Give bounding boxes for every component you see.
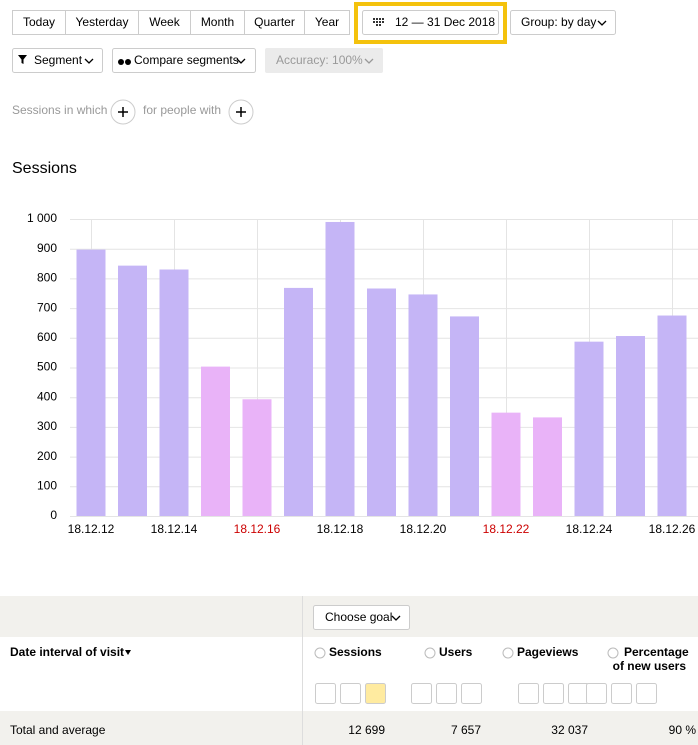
bar xyxy=(450,316,479,516)
column-header[interactable]: of new users xyxy=(613,659,687,673)
column-header[interactable]: Users xyxy=(439,645,473,659)
chart: 0 100 200 300 400 500 600 700 800 900 1 000 18.12.1… xyxy=(27,211,698,536)
view-toggle[interactable] xyxy=(341,684,361,704)
view-toggle[interactable] xyxy=(462,684,482,704)
y-tick-label: 600 xyxy=(37,330,57,344)
cell: 12 699 xyxy=(348,723,385,737)
bar xyxy=(492,413,521,516)
period-label: Month xyxy=(201,15,234,29)
bar xyxy=(658,316,687,516)
y-tick-label: 0 xyxy=(50,508,57,522)
period-label: Yesterday xyxy=(76,15,129,29)
period-label: Quarter xyxy=(254,15,295,29)
radio[interactable] xyxy=(425,648,435,658)
view-toggle[interactable] xyxy=(587,684,607,704)
compare-icon xyxy=(118,59,124,65)
x-tick-label: 18.12.26 xyxy=(649,522,696,536)
bar xyxy=(367,288,396,516)
cell: 90 % xyxy=(669,723,697,737)
bar xyxy=(243,399,272,516)
choose-goal: Choose goal xyxy=(325,610,392,624)
x-tick-label: 18.12.24 xyxy=(566,522,613,536)
column-header[interactable]: Pageviews xyxy=(517,645,579,659)
column-header[interactable]: Percentage xyxy=(624,645,689,659)
filter-text: Sessions in which xyxy=(12,103,107,117)
view-toggle[interactable] xyxy=(412,684,432,704)
y-tick-label: 1 000 xyxy=(27,211,57,225)
radio[interactable] xyxy=(503,648,513,658)
group-label: Group: by day xyxy=(521,15,596,29)
radio[interactable] xyxy=(608,648,618,658)
compare-label: Compare segments xyxy=(134,53,239,67)
period-label: Week xyxy=(149,15,180,29)
bar xyxy=(575,342,604,516)
column-header[interactable]: Sessions xyxy=(329,645,382,659)
cell: 7 657 xyxy=(451,723,481,737)
view-toggle[interactable] xyxy=(637,684,657,704)
bar xyxy=(409,294,438,516)
view-toggle[interactable] xyxy=(569,684,589,704)
bar xyxy=(201,367,230,516)
column-header[interactable]: Date interval of visit xyxy=(10,645,124,659)
row-label: Total and average xyxy=(10,723,106,737)
x-tick-label: 18.12.12 xyxy=(68,522,115,536)
bar xyxy=(284,288,313,516)
period-label: Year xyxy=(315,15,339,29)
y-tick-label: 200 xyxy=(37,449,57,463)
x-tick-label: 18.12.16 xyxy=(234,522,281,536)
y-tick-label: 800 xyxy=(37,271,57,285)
period-label: Today xyxy=(23,15,55,29)
y-tick-label: 700 xyxy=(37,300,57,314)
view-toggle[interactable] xyxy=(316,684,336,704)
columns: Sessions Users Pageviews Percentageof new u… xyxy=(315,645,689,703)
segment-label: Segment xyxy=(34,53,83,67)
y-tick-label: 900 xyxy=(37,241,57,255)
cell: 32 037 xyxy=(551,723,588,737)
bar xyxy=(160,269,189,516)
bar xyxy=(616,336,645,516)
filter-text: for people with xyxy=(143,103,221,117)
y-tick-label: 500 xyxy=(37,360,57,374)
sort-arrow xyxy=(125,650,131,655)
compare-icon xyxy=(125,59,131,65)
bar xyxy=(533,417,562,516)
view-toggle[interactable] xyxy=(437,684,457,704)
y-tick-label: 100 xyxy=(37,478,57,492)
x-tick-label: 18.12.22 xyxy=(483,522,530,536)
x-tick-label: 18.12.14 xyxy=(151,522,198,536)
y-tick-label: 300 xyxy=(37,419,57,433)
accuracy-label: Accuracy: 100% xyxy=(276,53,363,67)
bar xyxy=(326,222,355,516)
x-tick-label: 18.12.18 xyxy=(317,522,364,536)
y-tick-label: 400 xyxy=(37,389,57,403)
view-toggle[interactable] xyxy=(544,684,564,704)
view-toggle[interactable] xyxy=(519,684,539,704)
date-range: 12 — 31 Dec 2018 xyxy=(395,15,495,29)
chart-title: Sessions xyxy=(12,160,77,177)
view-toggle[interactable] xyxy=(612,684,632,704)
bar xyxy=(77,250,106,516)
bar xyxy=(118,266,147,516)
x-tick-label: 18.12.20 xyxy=(400,522,447,536)
radio[interactable] xyxy=(315,648,325,658)
view-toggle[interactable] xyxy=(366,684,386,704)
